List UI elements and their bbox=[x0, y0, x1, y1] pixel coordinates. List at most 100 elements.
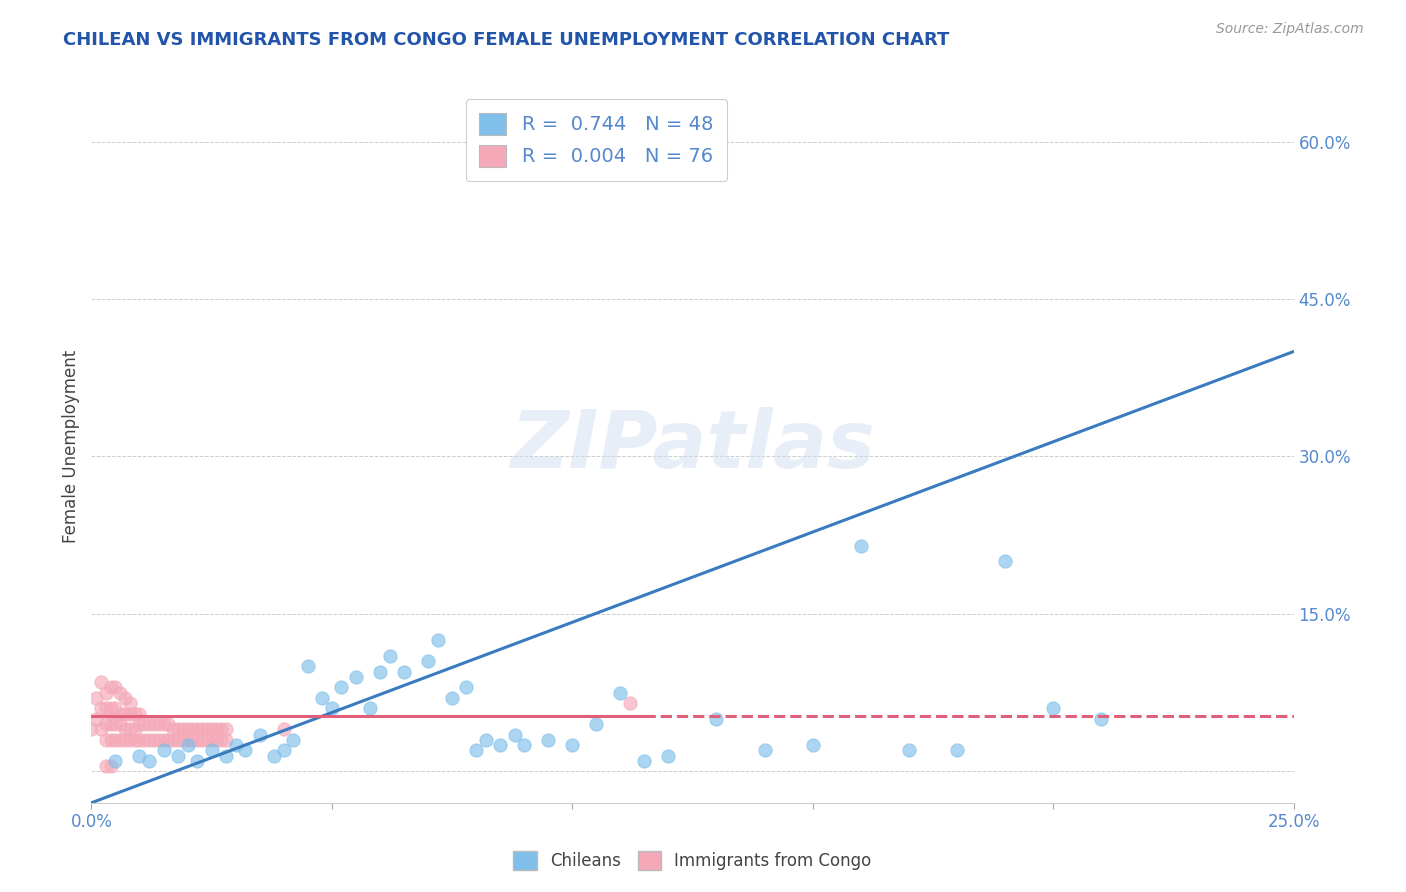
Point bbox=[152, 717, 174, 731]
Point bbox=[157, 717, 180, 731]
Point bbox=[209, 732, 232, 747]
Point bbox=[416, 654, 439, 668]
Point bbox=[215, 723, 238, 737]
Point bbox=[134, 732, 156, 747]
Point bbox=[167, 732, 190, 747]
Point bbox=[100, 759, 122, 773]
Point bbox=[128, 748, 150, 763]
Point bbox=[84, 712, 107, 726]
Point bbox=[946, 743, 969, 757]
Point bbox=[609, 685, 631, 699]
Point bbox=[205, 723, 228, 737]
Point bbox=[100, 701, 122, 715]
Point bbox=[297, 659, 319, 673]
Point bbox=[172, 732, 194, 747]
Point bbox=[311, 690, 333, 705]
Point bbox=[118, 732, 141, 747]
Point bbox=[124, 732, 146, 747]
Point bbox=[128, 732, 150, 747]
Point bbox=[100, 681, 122, 695]
Point bbox=[152, 743, 174, 757]
Point bbox=[754, 743, 776, 757]
Point bbox=[186, 723, 208, 737]
Point bbox=[162, 723, 184, 737]
Point bbox=[94, 685, 117, 699]
Point bbox=[225, 738, 247, 752]
Y-axis label: Female Unemployment: Female Unemployment bbox=[62, 350, 80, 542]
Point bbox=[849, 539, 872, 553]
Point bbox=[94, 701, 117, 715]
Point bbox=[513, 738, 536, 752]
Point bbox=[503, 728, 526, 742]
Point bbox=[426, 633, 449, 648]
Point bbox=[100, 717, 122, 731]
Point bbox=[706, 712, 728, 726]
Point bbox=[633, 754, 655, 768]
Point bbox=[181, 732, 204, 747]
Point bbox=[114, 723, 136, 737]
Point bbox=[489, 738, 512, 752]
Point bbox=[209, 723, 232, 737]
Point bbox=[94, 717, 117, 731]
Point bbox=[104, 717, 127, 731]
Point bbox=[205, 732, 228, 747]
Point bbox=[104, 754, 127, 768]
Point bbox=[273, 743, 295, 757]
Point bbox=[142, 717, 165, 731]
Point bbox=[585, 717, 607, 731]
Point bbox=[191, 732, 214, 747]
Point bbox=[167, 723, 190, 737]
Point bbox=[152, 732, 174, 747]
Point bbox=[619, 696, 641, 710]
Point bbox=[440, 690, 463, 705]
Point bbox=[110, 706, 132, 721]
Point bbox=[368, 665, 391, 679]
Point bbox=[142, 732, 165, 747]
Point bbox=[114, 690, 136, 705]
Point bbox=[176, 738, 198, 752]
Point bbox=[84, 690, 107, 705]
Point bbox=[657, 748, 679, 763]
Point bbox=[201, 732, 224, 747]
Point bbox=[110, 717, 132, 731]
Point bbox=[561, 738, 583, 752]
Point bbox=[474, 732, 496, 747]
Point bbox=[172, 723, 194, 737]
Point bbox=[80, 723, 103, 737]
Point bbox=[186, 754, 208, 768]
Point bbox=[994, 554, 1017, 568]
Point bbox=[1090, 712, 1112, 726]
Point bbox=[162, 732, 184, 747]
Point bbox=[176, 732, 198, 747]
Point bbox=[897, 743, 920, 757]
Point bbox=[94, 759, 117, 773]
Point bbox=[195, 732, 218, 747]
Point bbox=[148, 732, 170, 747]
Point bbox=[90, 701, 112, 715]
Point bbox=[344, 670, 367, 684]
Text: CHILEAN VS IMMIGRANTS FROM CONGO FEMALE UNEMPLOYMENT CORRELATION CHART: CHILEAN VS IMMIGRANTS FROM CONGO FEMALE … bbox=[63, 31, 949, 49]
Point bbox=[465, 743, 488, 757]
Point bbox=[104, 701, 127, 715]
Point bbox=[124, 723, 146, 737]
Point bbox=[321, 701, 343, 715]
Point bbox=[283, 732, 305, 747]
Point bbox=[128, 717, 150, 731]
Point bbox=[114, 706, 136, 721]
Point bbox=[124, 706, 146, 721]
Point bbox=[94, 732, 117, 747]
Point bbox=[138, 717, 160, 731]
Text: Source: ZipAtlas.com: Source: ZipAtlas.com bbox=[1216, 22, 1364, 37]
Point bbox=[167, 748, 190, 763]
Point bbox=[110, 685, 132, 699]
Point bbox=[104, 681, 127, 695]
Point bbox=[215, 748, 238, 763]
Point bbox=[233, 743, 256, 757]
Point bbox=[537, 732, 560, 747]
Point bbox=[249, 728, 271, 742]
Point bbox=[456, 681, 478, 695]
Point bbox=[128, 706, 150, 721]
Point bbox=[134, 717, 156, 731]
Point bbox=[104, 732, 127, 747]
Point bbox=[186, 732, 208, 747]
